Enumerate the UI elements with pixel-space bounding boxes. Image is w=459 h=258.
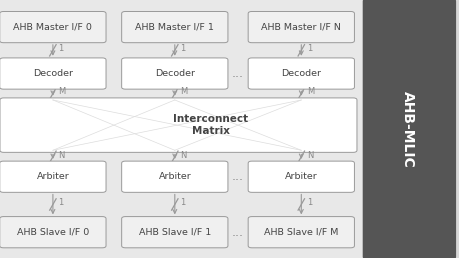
FancyBboxPatch shape bbox=[0, 161, 106, 192]
FancyBboxPatch shape bbox=[0, 58, 106, 89]
Text: Decoder: Decoder bbox=[281, 69, 320, 78]
Text: N: N bbox=[58, 150, 65, 159]
Text: M: M bbox=[306, 87, 313, 96]
Text: M: M bbox=[180, 87, 187, 96]
Text: Interconnect
Matrix: Interconnect Matrix bbox=[173, 114, 248, 136]
Text: Arbiter: Arbiter bbox=[284, 172, 317, 181]
Text: 1: 1 bbox=[58, 198, 63, 207]
Text: 1: 1 bbox=[58, 44, 63, 53]
Text: 1: 1 bbox=[180, 198, 185, 207]
Text: 1: 1 bbox=[306, 44, 311, 53]
Text: AHB Master I/F 1: AHB Master I/F 1 bbox=[135, 23, 214, 31]
Text: ...: ... bbox=[231, 170, 244, 183]
Text: Decoder: Decoder bbox=[155, 69, 194, 78]
FancyBboxPatch shape bbox=[248, 58, 354, 89]
Text: Arbiter: Arbiter bbox=[36, 172, 69, 181]
Text: M: M bbox=[58, 87, 66, 96]
Text: AHB Master I/F N: AHB Master I/F N bbox=[261, 23, 341, 31]
Text: 1: 1 bbox=[306, 198, 311, 207]
FancyBboxPatch shape bbox=[0, 98, 356, 152]
FancyBboxPatch shape bbox=[363, 0, 454, 258]
Text: AHB Slave I/F 0: AHB Slave I/F 0 bbox=[17, 228, 89, 237]
Text: AHB Slave I/F 1: AHB Slave I/F 1 bbox=[138, 228, 211, 237]
FancyBboxPatch shape bbox=[121, 11, 228, 43]
Text: AHB-MLIC: AHB-MLIC bbox=[400, 91, 414, 167]
FancyBboxPatch shape bbox=[0, 11, 106, 43]
FancyBboxPatch shape bbox=[121, 58, 228, 89]
Text: N: N bbox=[306, 150, 313, 159]
Text: Arbiter: Arbiter bbox=[158, 172, 191, 181]
Text: 1: 1 bbox=[180, 44, 185, 53]
Text: AHB Slave I/F M: AHB Slave I/F M bbox=[263, 228, 338, 237]
FancyBboxPatch shape bbox=[121, 161, 228, 192]
Text: ...: ... bbox=[231, 67, 244, 80]
FancyBboxPatch shape bbox=[248, 217, 354, 248]
Text: ...: ... bbox=[231, 226, 244, 239]
FancyBboxPatch shape bbox=[248, 11, 354, 43]
FancyBboxPatch shape bbox=[0, 0, 372, 258]
FancyBboxPatch shape bbox=[0, 217, 106, 248]
FancyBboxPatch shape bbox=[121, 217, 228, 248]
FancyBboxPatch shape bbox=[248, 161, 354, 192]
Text: N: N bbox=[180, 150, 186, 159]
Text: AHB Master I/F 0: AHB Master I/F 0 bbox=[13, 23, 92, 31]
Text: Decoder: Decoder bbox=[33, 69, 73, 78]
